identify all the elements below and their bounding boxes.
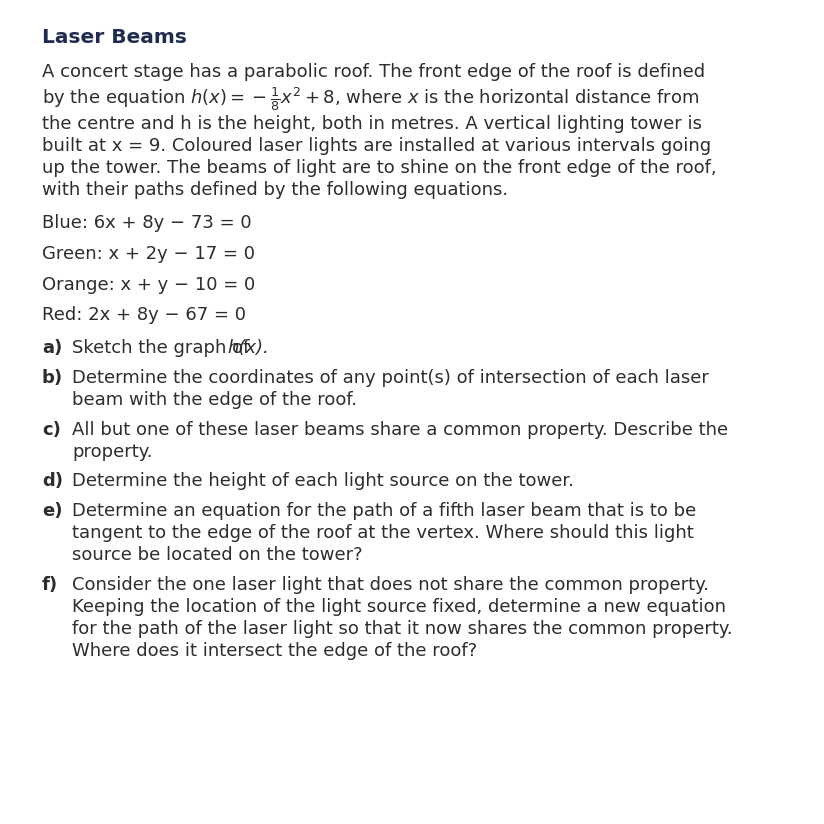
Text: Green: x + 2y − 17 = 0: Green: x + 2y − 17 = 0: [42, 245, 255, 263]
Text: e): e): [42, 502, 63, 520]
Text: Orange: x + y − 10 = 0: Orange: x + y − 10 = 0: [42, 275, 255, 293]
Text: Where does it intersect the edge of the roof?: Where does it intersect the edge of the …: [72, 642, 477, 660]
Text: d): d): [42, 472, 63, 490]
Text: tangent to the edge of the roof at the vertex. Where should this light: tangent to the edge of the roof at the v…: [72, 524, 694, 542]
Text: the centre and h is the height, both in metres. A vertical lighting tower is: the centre and h is the height, both in …: [42, 115, 702, 133]
Text: f): f): [42, 576, 59, 594]
Text: for the path of the laser light so that it now shares the common property.: for the path of the laser light so that …: [72, 620, 733, 638]
Text: beam with the edge of the roof.: beam with the edge of the roof.: [72, 391, 357, 409]
Text: Sketch the graph of: Sketch the graph of: [72, 339, 255, 358]
Text: Blue: 6x + 8y − 73 = 0: Blue: 6x + 8y − 73 = 0: [42, 214, 251, 232]
Text: a): a): [42, 339, 63, 358]
Text: source be located on the tower?: source be located on the tower?: [72, 546, 363, 564]
Text: Keeping the location of the light source fixed, determine a new equation: Keeping the location of the light source…: [72, 597, 726, 616]
Text: c): c): [42, 421, 61, 438]
Text: All but one of these laser beams share a common property. Describe the: All but one of these laser beams share a…: [72, 421, 728, 438]
Text: up the tower. The beams of light are to shine on the front edge of the roof,: up the tower. The beams of light are to …: [42, 159, 717, 177]
Text: Consider the one laser light that does not share the common property.: Consider the one laser light that does n…: [72, 576, 709, 594]
Text: property.: property.: [72, 442, 152, 461]
Text: b): b): [42, 369, 63, 387]
Text: by the equation $h(x) = -\frac{1}{8}x^2 + 8$, where $x$ is the horizontal distan: by the equation $h(x) = -\frac{1}{8}x^2 …: [42, 85, 699, 113]
Text: h(x).: h(x).: [227, 339, 269, 358]
Text: with their paths defined by the following equations.: with their paths defined by the followin…: [42, 181, 508, 199]
Text: Red: 2x + 8y − 67 = 0: Red: 2x + 8y − 67 = 0: [42, 307, 246, 325]
Text: A concert stage has a parabolic roof. The front edge of the roof is defined: A concert stage has a parabolic roof. Th…: [42, 63, 705, 82]
Text: Determine the height of each light source on the tower.: Determine the height of each light sourc…: [72, 472, 574, 490]
Text: Laser Beams: Laser Beams: [42, 28, 187, 47]
Text: Determine an equation for the path of a fifth laser beam that is to be: Determine an equation for the path of a …: [72, 502, 696, 520]
Text: Determine the coordinates of any point(s) of intersection of each laser: Determine the coordinates of any point(s…: [72, 369, 709, 387]
Text: built at x = 9. Coloured laser lights are installed at various intervals going: built at x = 9. Coloured laser lights ar…: [42, 137, 711, 155]
